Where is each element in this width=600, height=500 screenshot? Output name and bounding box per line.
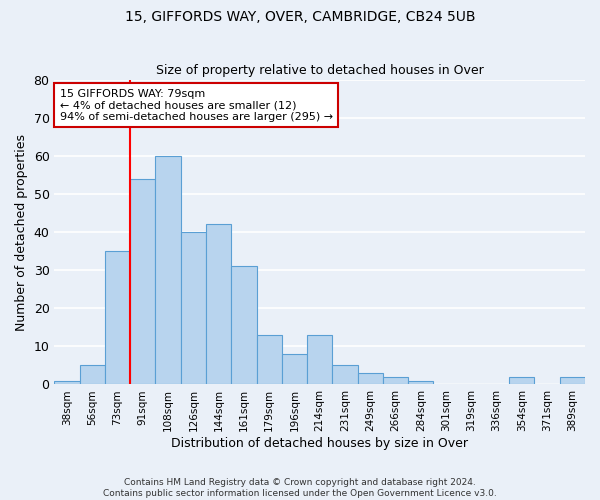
Bar	[383, 377, 408, 384]
Bar	[332, 366, 358, 384]
Bar	[80, 366, 105, 384]
Bar	[509, 377, 535, 384]
Text: Contains HM Land Registry data © Crown copyright and database right 2024.
Contai: Contains HM Land Registry data © Crown c…	[103, 478, 497, 498]
Bar	[560, 377, 585, 384]
Bar	[282, 354, 307, 384]
Bar	[408, 380, 433, 384]
Bar	[206, 224, 231, 384]
Bar	[231, 266, 257, 384]
Text: 15, GIFFORDS WAY, OVER, CAMBRIDGE, CB24 5UB: 15, GIFFORDS WAY, OVER, CAMBRIDGE, CB24 …	[125, 10, 475, 24]
Bar	[358, 373, 383, 384]
Title: Size of property relative to detached houses in Over: Size of property relative to detached ho…	[156, 64, 484, 77]
Bar	[307, 335, 332, 384]
Y-axis label: Number of detached properties: Number of detached properties	[15, 134, 28, 330]
Bar	[155, 156, 181, 384]
Text: 15 GIFFORDS WAY: 79sqm
← 4% of detached houses are smaller (12)
94% of semi-deta: 15 GIFFORDS WAY: 79sqm ← 4% of detached …	[60, 88, 333, 122]
Bar	[181, 232, 206, 384]
Bar	[55, 380, 80, 384]
X-axis label: Distribution of detached houses by size in Over: Distribution of detached houses by size …	[171, 437, 468, 450]
Bar	[257, 335, 282, 384]
Bar	[105, 251, 130, 384]
Bar	[130, 178, 155, 384]
